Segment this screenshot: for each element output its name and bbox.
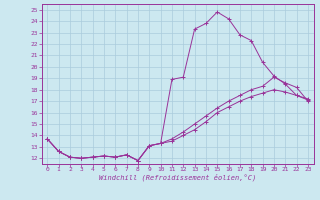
X-axis label: Windchill (Refroidissement éolien,°C): Windchill (Refroidissement éolien,°C) bbox=[99, 174, 256, 181]
